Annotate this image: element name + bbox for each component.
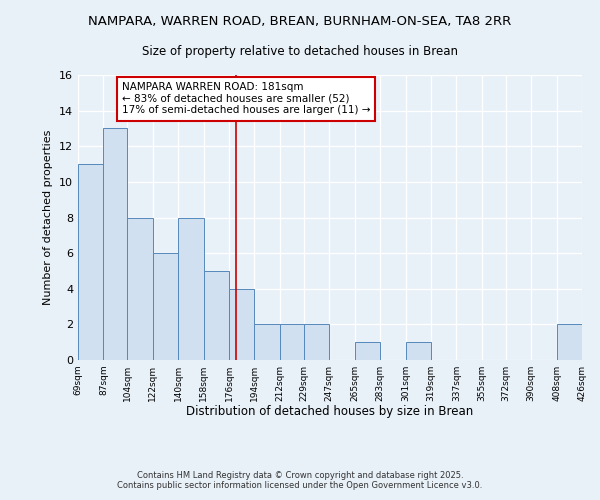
- Text: Contains HM Land Registry data © Crown copyright and database right 2025.
Contai: Contains HM Land Registry data © Crown c…: [118, 470, 482, 490]
- Bar: [254, 324, 280, 360]
- Bar: [78, 164, 103, 360]
- Bar: [103, 128, 127, 360]
- Bar: [355, 342, 380, 360]
- Text: Size of property relative to detached houses in Brean: Size of property relative to detached ho…: [142, 45, 458, 58]
- Bar: [406, 342, 431, 360]
- X-axis label: Distribution of detached houses by size in Brean: Distribution of detached houses by size …: [187, 406, 473, 418]
- Bar: [178, 218, 203, 360]
- Bar: [280, 324, 304, 360]
- Bar: [557, 324, 582, 360]
- Bar: [304, 324, 329, 360]
- Y-axis label: Number of detached properties: Number of detached properties: [43, 130, 53, 305]
- Bar: [229, 289, 254, 360]
- Text: NAMPARA WARREN ROAD: 181sqm
← 83% of detached houses are smaller (52)
17% of sem: NAMPARA WARREN ROAD: 181sqm ← 83% of det…: [122, 82, 370, 116]
- Bar: [203, 271, 229, 360]
- Text: NAMPARA, WARREN ROAD, BREAN, BURNHAM-ON-SEA, TA8 2RR: NAMPARA, WARREN ROAD, BREAN, BURNHAM-ON-…: [88, 15, 512, 28]
- Bar: [127, 218, 153, 360]
- Bar: [153, 253, 178, 360]
